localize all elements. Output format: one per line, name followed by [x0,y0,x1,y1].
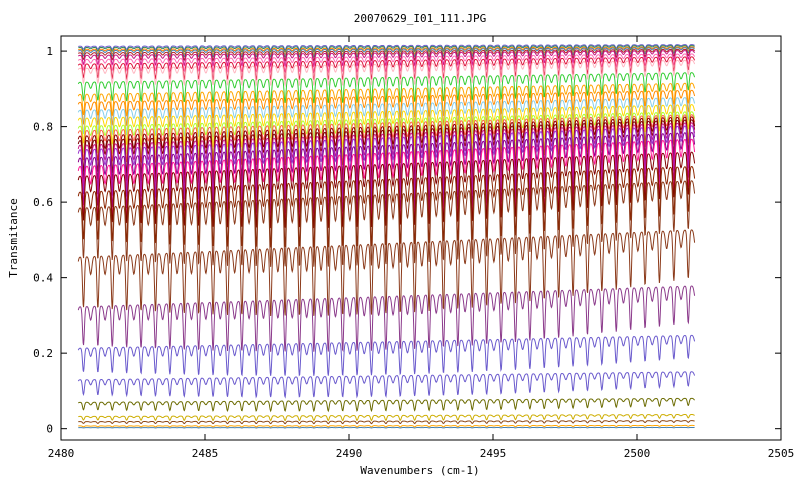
y-tick-label: 0 [46,423,53,436]
series-line [77,371,696,399]
series-line [78,426,695,429]
series-line [78,48,695,62]
series-line [78,44,695,51]
x-axis-label: Wavenumbers (cm-1) [360,464,479,477]
series-line [77,334,696,377]
y-axis-label: Transmitance [7,198,20,277]
series-line [77,59,696,88]
series-line [78,45,695,53]
series-layer [77,44,696,429]
series-line [77,53,696,74]
series-line [78,424,695,428]
x-tick-label: 2480 [48,447,75,460]
series-line [78,47,695,58]
series-line [77,50,696,68]
y-tick-label: 0.2 [33,347,53,360]
series-line [78,413,695,422]
x-tick-label: 2500 [624,447,651,460]
series-line [77,397,695,413]
x-tick-label: 2495 [480,447,507,460]
chart-title: 20070629_I01_111.JPG [354,12,486,25]
y-tick-label: 0.4 [33,272,53,285]
y-axis-ticks: 0 0.2 0.4 0.6 0.8 1 [33,45,781,436]
series-line [77,180,696,267]
y-tick-label: 1 [46,45,53,58]
y-tick-label: 0.8 [33,121,53,134]
x-tick-label: 2505 [768,447,795,460]
plot-area-frame [60,35,782,441]
x-axis-ticks: 2480 2485 2490 2495 2500 2505 [48,36,795,460]
x-tick-label: 2485 [192,447,219,460]
series-line [77,72,696,104]
y-tick-label: 0.6 [33,196,53,209]
series-line [78,420,695,425]
series-line [77,285,696,353]
x-tick-label: 2490 [336,447,363,460]
series-line [77,229,696,316]
